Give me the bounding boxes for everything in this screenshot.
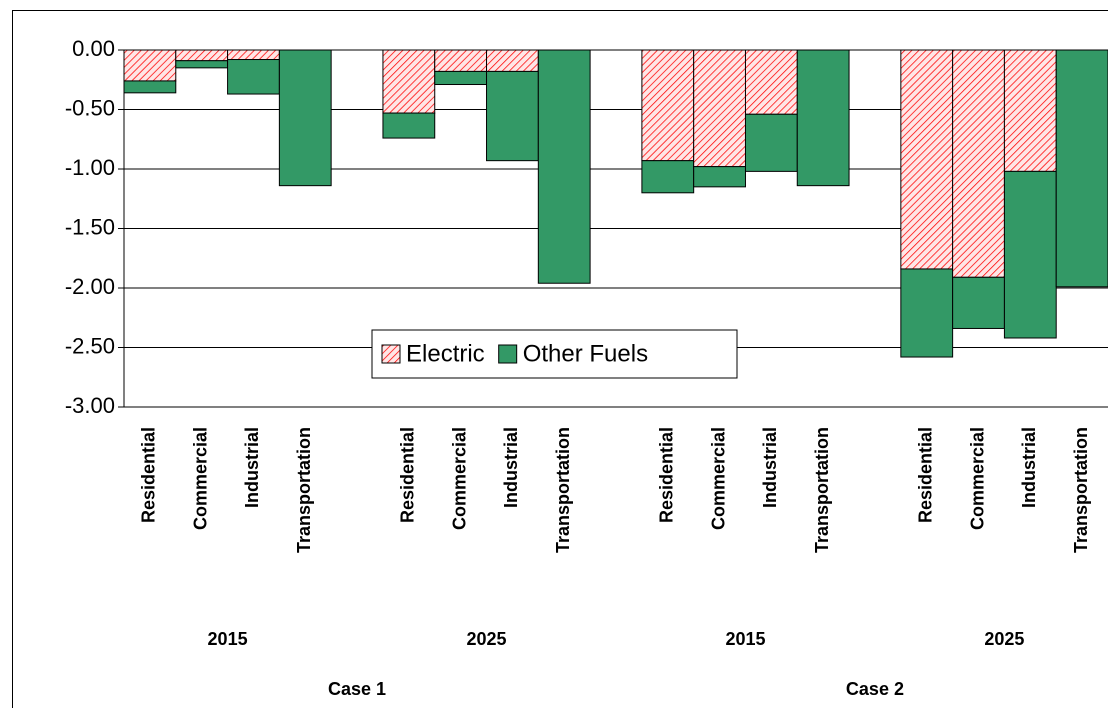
group-label: 2025 — [984, 629, 1024, 649]
x-tick-label: Transportation — [553, 427, 573, 553]
bar-segment — [227, 59, 280, 95]
bar-segment — [382, 112, 436, 139]
bar-segment — [123, 80, 177, 94]
group-label: 2025 — [467, 629, 507, 649]
x-tick-label: Commercial — [967, 427, 987, 530]
bar-segment — [693, 49, 746, 168]
bar-segment — [900, 268, 954, 358]
y-tick-label: -3.00 — [65, 393, 115, 418]
bar-segment — [486, 70, 539, 162]
bar-segment — [1003, 49, 1057, 172]
bar-segment — [900, 49, 954, 270]
x-tick-label: Industrial — [760, 427, 780, 508]
bar-segment — [744, 49, 798, 115]
bar-segment — [537, 49, 591, 284]
bar-segment — [123, 49, 177, 82]
legend-label: Other Fuels — [523, 340, 648, 367]
x-tick-label: Transportation — [812, 427, 832, 553]
y-tick-label: -2.50 — [65, 333, 115, 358]
bar-segment — [952, 49, 1005, 278]
bar-segment — [175, 49, 229, 62]
bar-segment — [486, 49, 539, 72]
bar-segment — [434, 70, 488, 86]
x-tick-label: Industrial — [1019, 427, 1039, 508]
bar-segment — [693, 166, 746, 188]
x-tick-label: Residential — [915, 427, 935, 523]
bar-segment — [796, 49, 850, 187]
legend-swatch — [498, 344, 518, 364]
group-label: 2015 — [208, 629, 248, 649]
x-tick-label: Industrial — [242, 427, 262, 508]
bar-segment — [641, 49, 695, 162]
bar-segment — [1055, 49, 1108, 288]
bar-segment — [227, 49, 280, 61]
bar-segment — [434, 49, 488, 72]
x-tick-label: Transportation — [1071, 427, 1091, 553]
bar-segment — [278, 49, 332, 187]
y-tick-label: -2.00 — [65, 274, 115, 299]
y-tick-label: -1.50 — [65, 214, 115, 239]
bar-segment — [382, 49, 436, 114]
legend-label: Electric — [406, 340, 485, 367]
group-label: 2015 — [725, 629, 765, 649]
bar-segment — [175, 60, 229, 69]
bar-segment — [1003, 170, 1057, 339]
legend-swatch — [381, 344, 401, 364]
x-tick-label: Residential — [139, 427, 159, 523]
case-label: Case 2 — [846, 679, 904, 699]
y-tick-label: 0.00 — [72, 36, 115, 61]
case-label: Case 1 — [328, 679, 386, 699]
legend-box — [371, 329, 738, 379]
x-tick-label: Commercial — [190, 427, 210, 530]
x-tick-label: Industrial — [501, 427, 521, 508]
bar-segment — [641, 160, 695, 194]
x-tick-label: Residential — [657, 427, 677, 523]
x-tick-label: Commercial — [449, 427, 469, 530]
x-tick-label: Commercial — [708, 427, 728, 530]
y-tick-label: -1.00 — [65, 155, 115, 180]
x-tick-label: Transportation — [294, 427, 314, 553]
x-tick-label: Residential — [398, 427, 418, 523]
y-tick-label: -0.50 — [65, 95, 115, 120]
bar-segment — [744, 113, 798, 172]
bar-segment — [952, 276, 1005, 329]
